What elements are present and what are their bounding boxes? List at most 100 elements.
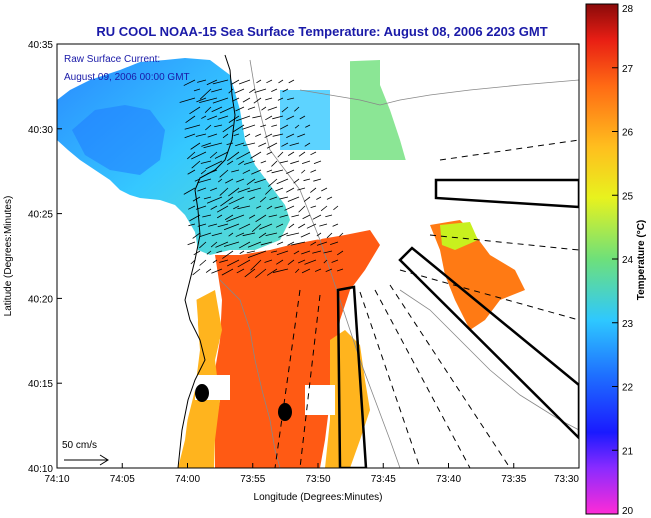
current-vector <box>284 205 295 211</box>
current-vector <box>260 124 267 128</box>
current-vector <box>295 268 300 274</box>
current-vector <box>260 241 273 246</box>
current-annotation-line2: August 09, 2006 00:00 GMT <box>64 72 190 83</box>
current-vector <box>258 232 267 239</box>
current-vector <box>298 205 306 213</box>
current-vector <box>187 169 196 175</box>
current-vector <box>312 214 322 220</box>
current-vector <box>206 79 218 86</box>
current-vector <box>219 187 229 196</box>
current-vector <box>297 259 306 264</box>
current-vector <box>237 187 251 193</box>
current-vector <box>191 160 201 169</box>
land-mask-east <box>380 60 579 468</box>
current-vector <box>187 241 196 246</box>
current-vector <box>189 106 201 115</box>
colorbar-tick-label: 20 <box>622 506 634 517</box>
current-vector <box>254 88 267 93</box>
current-vector <box>254 178 267 184</box>
current-vector <box>243 160 256 165</box>
current-vector <box>286 232 300 237</box>
current-vector <box>238 160 245 165</box>
current-vector <box>265 97 273 101</box>
current-vector <box>205 268 212 273</box>
cloud-mask-1 <box>305 385 335 415</box>
current-vector <box>237 205 251 210</box>
current-vector <box>238 241 251 249</box>
sst-cold-deep <box>72 105 165 175</box>
current-vector <box>291 241 306 246</box>
current-vector <box>201 142 212 147</box>
current-vector <box>332 223 339 227</box>
current-vector <box>244 268 256 278</box>
current-vector <box>228 88 234 94</box>
bathymetry-contour-2 <box>299 79 579 106</box>
current-vector <box>250 151 262 159</box>
current-vector <box>226 214 245 222</box>
current-vector <box>228 196 245 205</box>
current-vector <box>249 196 256 201</box>
current-vector <box>264 259 273 263</box>
current-vector <box>251 223 262 233</box>
current-vector <box>287 97 295 101</box>
current-vector <box>275 187 284 192</box>
colorbar-tick-label: 21 <box>622 446 634 457</box>
y-axis: 40:35 40:30 40:25 40:20 40:15 40:10 <box>28 40 62 475</box>
current-vector <box>247 106 256 110</box>
current-vector <box>310 241 317 246</box>
current-vector <box>210 241 218 248</box>
current-vector <box>200 169 207 175</box>
chart-title: RU COOL NOAA-15 Sea Surface Temperature:… <box>96 24 547 39</box>
current-vector <box>287 259 295 266</box>
current-vector <box>320 205 328 212</box>
current-vector <box>331 259 339 263</box>
current-vector <box>256 205 262 209</box>
current-vector <box>247 187 262 193</box>
current-vector <box>187 151 196 160</box>
current-vector <box>214 124 223 128</box>
current-vector <box>287 241 295 246</box>
current-vector <box>288 79 295 84</box>
current-vector <box>216 250 223 253</box>
current-vector <box>304 259 317 265</box>
current-vector <box>274 205 284 209</box>
current-vector <box>272 268 289 273</box>
current-vector <box>323 259 328 264</box>
current-vector <box>228 232 234 237</box>
current-vector <box>247 250 267 259</box>
current-vector <box>211 232 223 237</box>
current-vector <box>216 214 223 219</box>
sampling-box-south <box>336 285 368 468</box>
current-vector <box>183 187 196 195</box>
current-vector <box>272 115 284 120</box>
current-vector <box>234 88 245 94</box>
y-tick-label: 40:25 <box>28 210 53 221</box>
current-vector <box>242 124 256 130</box>
current-vector <box>235 106 245 112</box>
current-vector <box>275 223 284 228</box>
current-vector <box>313 178 322 182</box>
current-vector <box>192 268 201 276</box>
current-vector <box>259 196 267 203</box>
current-vector <box>194 178 201 182</box>
x-tick-label: 73:35 <box>501 474 526 485</box>
sampling-box-east <box>434 178 579 209</box>
current-vector <box>272 133 284 137</box>
current-vectors <box>179 79 344 278</box>
current-vector <box>249 88 256 94</box>
current-vector <box>286 187 295 193</box>
current-vector <box>339 232 344 237</box>
x-tick-label: 74:10 <box>44 474 69 485</box>
current-vector <box>281 142 289 147</box>
current-vector <box>266 205 273 210</box>
current-vector <box>310 169 317 173</box>
x-tick-label: 73:30 <box>554 474 579 485</box>
land-mask-center <box>292 150 350 240</box>
current-vector <box>306 223 317 229</box>
current-vector <box>310 187 317 193</box>
current-vector <box>188 223 196 227</box>
colorbar-tick-label: 28 <box>622 4 634 15</box>
current-vector <box>333 205 339 211</box>
current-vector <box>316 232 322 237</box>
current-vector <box>294 124 300 129</box>
